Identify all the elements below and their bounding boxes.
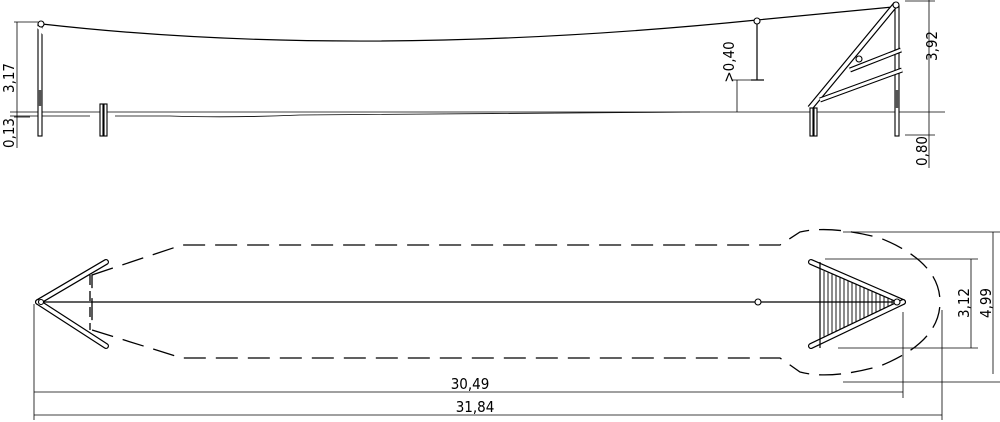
dim-cable-length: 30,49: [451, 375, 490, 393]
elevation-dimensions: 3,17 0,13 >0,40 3,92 0,80: [0, 0, 941, 168]
right-diagonal-strut: [808, 2, 898, 110]
dim-total-length: 31,84: [456, 398, 495, 416]
seat-hanger: [751, 17, 764, 81]
left-v-frame: [35, 259, 109, 349]
right-a-frame: [807, 1, 903, 137]
left-a-frame: [36, 20, 108, 137]
dim-left-height: 3,17: [0, 63, 18, 93]
right-crossbar: [819, 68, 903, 102]
right-ladder-frame: [808, 259, 906, 349]
plan-view: 30,49 31,84 3,12 4,99: [33, 228, 1000, 420]
cable: [41, 6, 894, 42]
left-post: [37, 23, 43, 137]
left-pulley: [37, 20, 45, 28]
dim-seat-clearance: >0,40: [720, 41, 738, 82]
right-crossbar: [849, 48, 902, 72]
dim-ladder-width: 3,12: [955, 288, 973, 318]
trolley-plan: [754, 298, 762, 306]
trolley: [753, 17, 761, 25]
plan-dimensions: 30,49 31,84 3,12 4,99: [33, 231, 1000, 420]
left-leg: [99, 103, 104, 137]
dim-right-depth: 0,80: [913, 136, 931, 166]
left-diagonal-strut: [36, 24, 107, 110]
right-leg: [813, 107, 818, 137]
left-post-foot-marker: [38, 90, 42, 106]
safety-area-outline: [91, 228, 941, 376]
dim-area-width: 4,99: [977, 288, 995, 318]
right-leg: [809, 107, 814, 137]
ladder-rungs: [823, 271, 893, 337]
dim-left-depth: 0,13: [0, 118, 18, 148]
dim-right-height: 3,92: [923, 31, 941, 61]
elevation-view: 3,17 0,13 >0,40 3,92 0,80: [0, 0, 945, 168]
clearance-line: [10, 111, 701, 118]
left-leg: [103, 103, 108, 137]
